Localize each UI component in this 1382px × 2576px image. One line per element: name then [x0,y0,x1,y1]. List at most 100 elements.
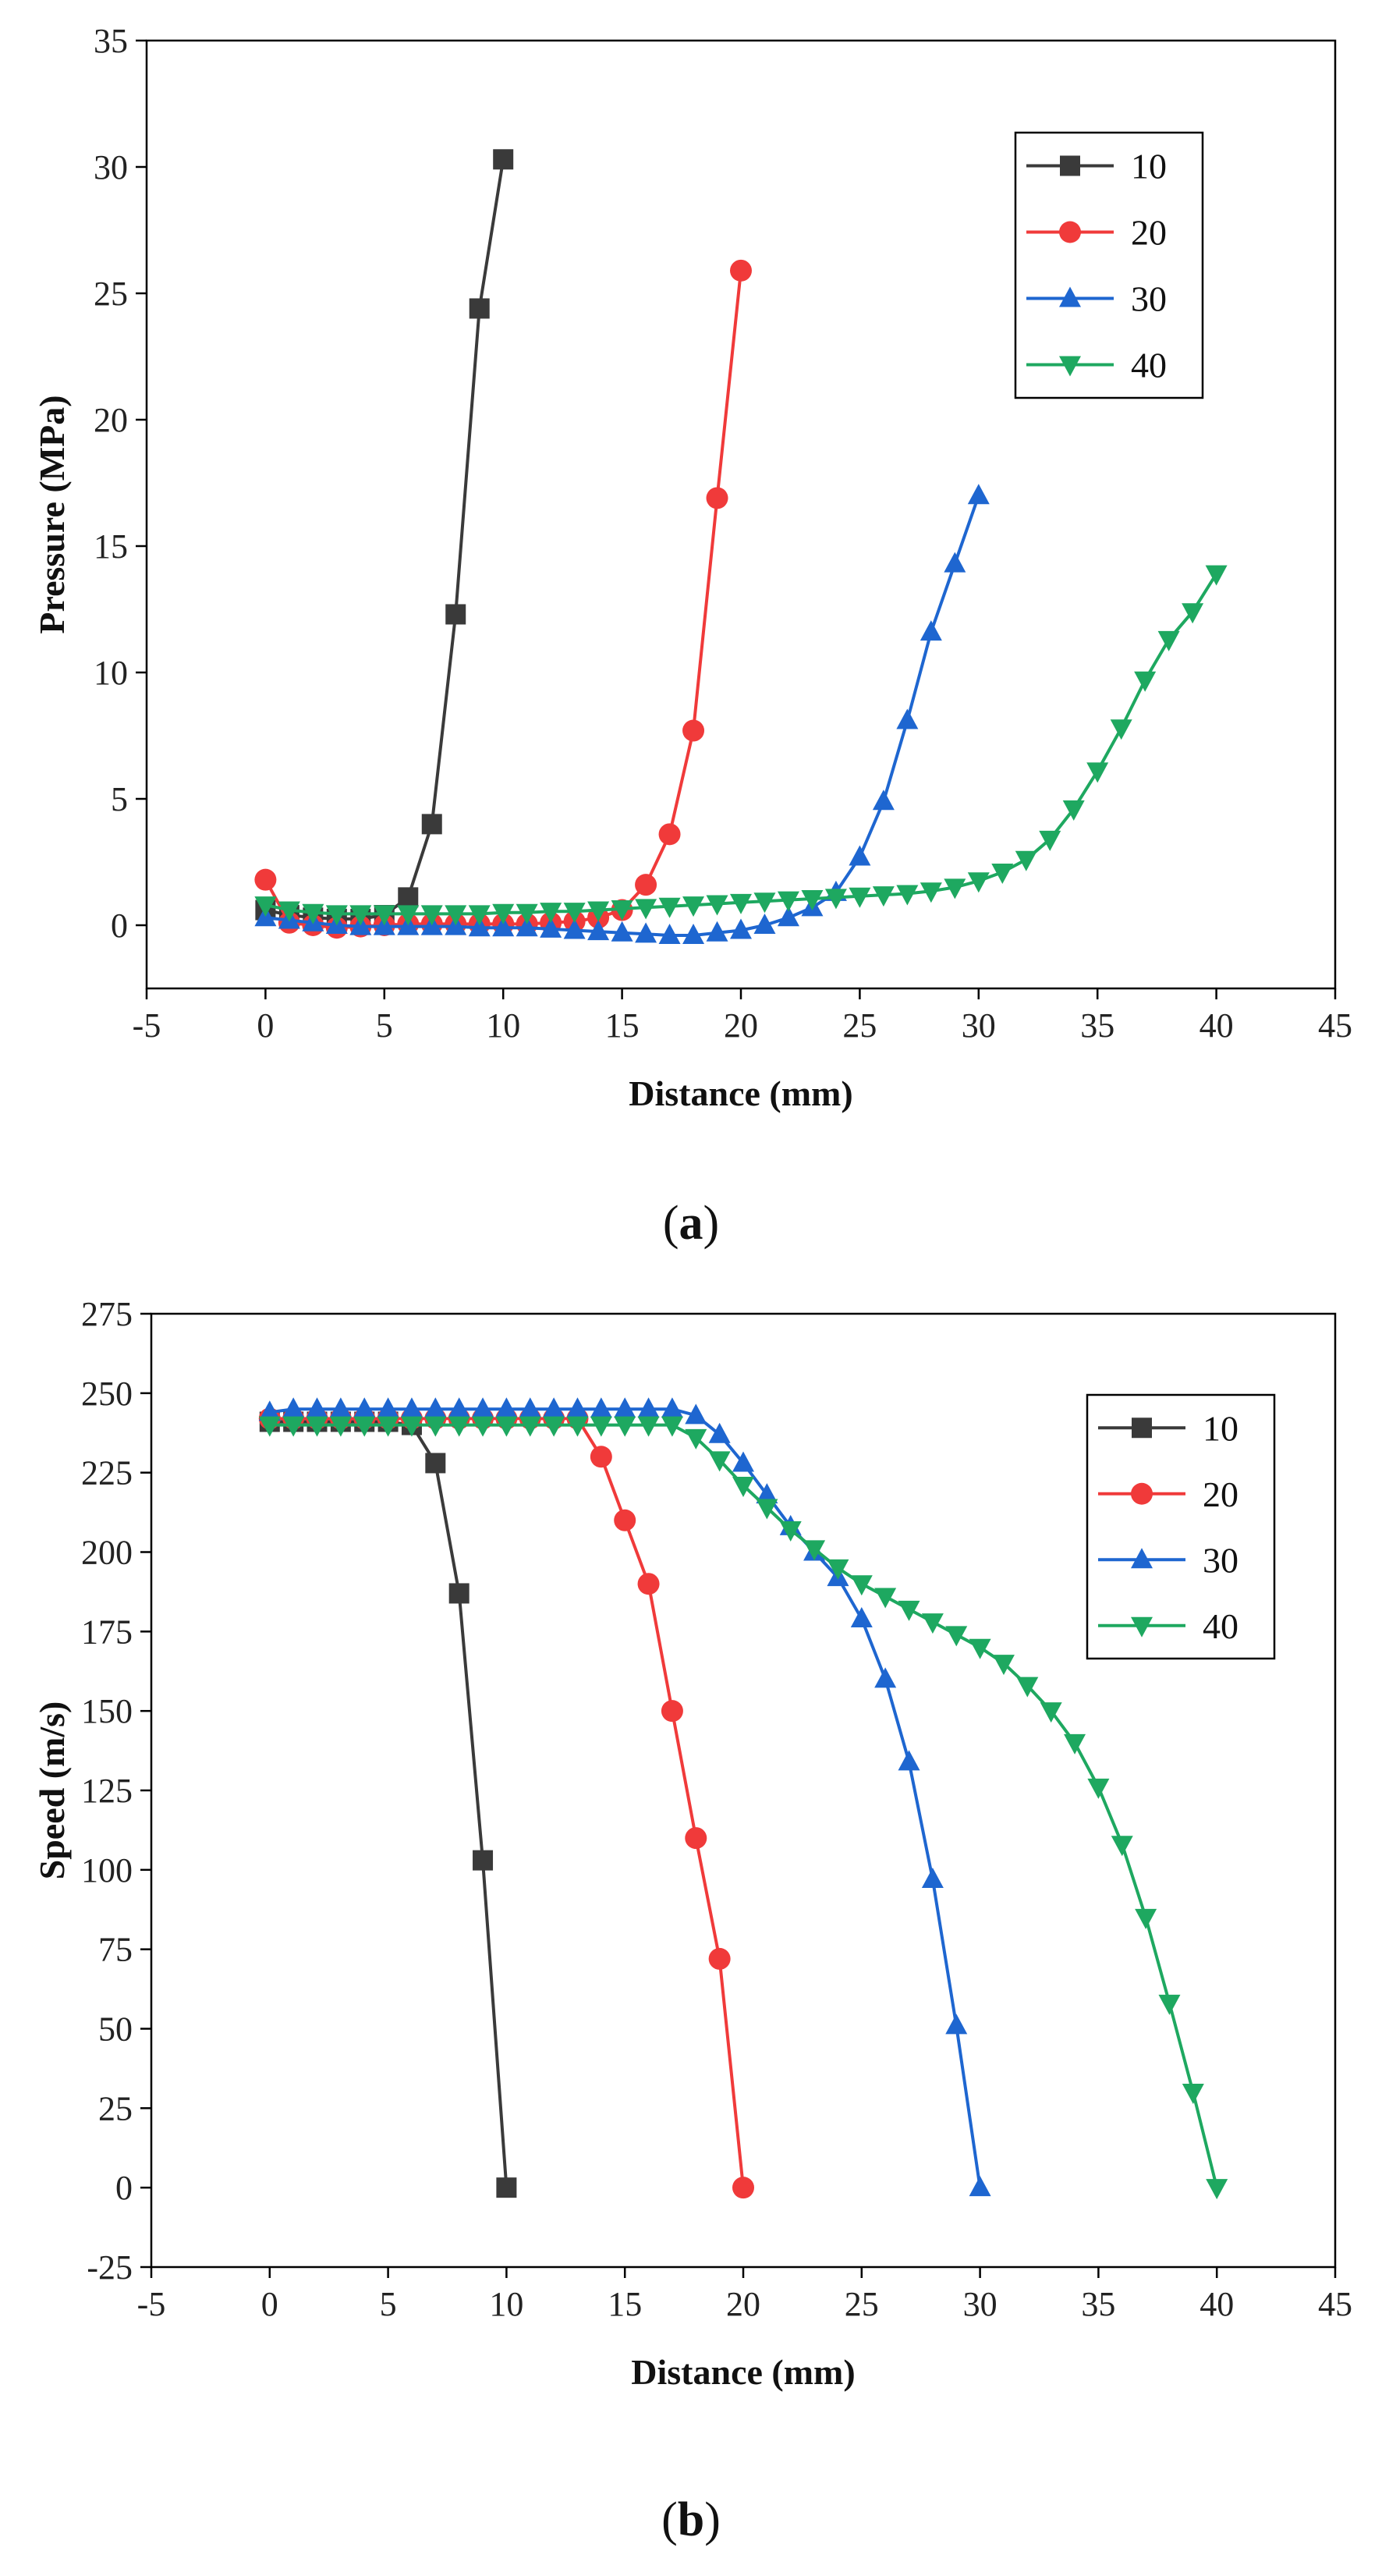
legend-label: 20 [1131,213,1167,253]
y-tick-label: 20 [94,401,128,439]
data-point [258,1416,281,1437]
data-point [543,1397,565,1418]
data-point [685,1428,707,1449]
data-point [921,1613,944,1634]
y-tick-label: 35 [94,22,128,60]
legend-item-10: 10 [1026,147,1167,186]
data-point [282,1397,305,1418]
data-point [258,1400,281,1421]
data-point [420,905,443,926]
data-point [1015,850,1037,871]
data-point [1206,2179,1228,2200]
data-point [492,903,515,924]
y-tick-label: 100 [81,1851,133,1889]
x-tick-label: 10 [489,2285,523,2323]
series-20 [254,259,752,939]
y-tick-label: 125 [81,1772,133,1810]
data-point [635,874,657,896]
y-tick-label: 200 [81,1534,133,1572]
legend-label: 30 [1203,1540,1238,1580]
panel-caption: (a) [663,1197,719,1250]
data-point [496,2177,517,2198]
data-point [661,1700,683,1723]
y-axis: 0 5 10 15 20 25 30 35 [94,22,147,945]
data-point [1182,2083,1204,2104]
x-tick-label: 10 [486,1006,520,1045]
data-point [1040,1702,1062,1723]
data-point [756,1499,778,1520]
data-point [777,906,799,927]
y-tick-label: 25 [94,275,128,313]
data-point [896,708,919,729]
x-tick-label: 20 [724,1006,758,1045]
data-point [1087,1778,1110,1799]
data-point [992,1655,1015,1676]
legend-marker [1131,1616,1153,1637]
data-point [753,892,776,914]
x-axis: -5 0 5 10 15 20 25 30 35 40 45 [133,988,1352,1045]
data-point [777,891,799,912]
legend-label: 40 [1131,346,1167,385]
legend-item-40: 40 [1098,1606,1238,1646]
legend: 10 20 30 40 [1014,131,1204,399]
x-tick-label: 35 [1081,2285,1115,2323]
data-point [1182,603,1204,624]
data-point [967,484,990,505]
data-point [377,1397,399,1418]
data-point [590,1397,612,1418]
data-point [398,887,419,908]
x-tick-label: 0 [261,2285,278,2323]
y-tick-label: 0 [111,907,128,945]
data-point [611,899,633,921]
data-point [658,823,681,846]
data-point [920,882,942,903]
x-tick-label: 30 [962,1006,996,1045]
y-tick-label: 175 [81,1613,133,1651]
x-axis-title: Distance (mm) [629,1073,852,1113]
data-point [445,604,466,625]
data-point [872,886,895,907]
x-tick-label: -5 [133,1006,161,1045]
legend-box [1086,1393,1276,1660]
data-point [732,1451,754,1472]
data-point [306,1416,328,1437]
data-point [803,1540,826,1561]
y-tick-label: 15 [94,527,128,566]
data-point [944,878,966,899]
legend-marker [1131,1482,1153,1505]
x-tick-label: 25 [845,2285,879,2323]
chart-a: -5 0 5 10 15 20 25 30 35 40 45 0 5 10 15 20 25 30 35 Distan… [32,22,1352,1250]
legend-box [1014,131,1204,399]
x-axis-title: Distance (mm) [631,2352,855,2392]
data-point [614,1397,636,1418]
data-point [874,1588,897,1609]
data-point [566,1416,589,1437]
data-point [732,2177,754,2199]
data-point [400,1416,423,1437]
data-point [472,1397,494,1418]
data-point [637,1416,660,1437]
data-point [801,889,824,910]
legend-label: 10 [1131,147,1167,186]
data-point [421,814,442,835]
data-point [637,1573,660,1595]
panel-caption: (b) [661,2493,721,2546]
data-point [896,885,919,906]
data-point [516,903,538,924]
data-point [753,914,776,934]
data-point [540,917,562,938]
legend-item-20: 20 [1026,213,1167,253]
x-tick-label: 15 [605,1006,640,1045]
data-point [708,1422,731,1443]
data-point [920,620,942,641]
data-point [685,1827,707,1850]
series-20 [258,1407,754,2199]
data-point [921,1868,944,1889]
data-point [495,1397,518,1418]
data-point [1016,1677,1039,1698]
x-tick-label: 0 [257,1006,274,1045]
x-tick-label: 15 [608,2285,642,2323]
chart-b: -5 0 5 10 15 20 25 30 35 40 45 -25 0 25 50 75 100 125 150 1… [32,1295,1352,2546]
data-point [730,259,752,282]
y-tick-label: 0 [115,2169,133,2207]
